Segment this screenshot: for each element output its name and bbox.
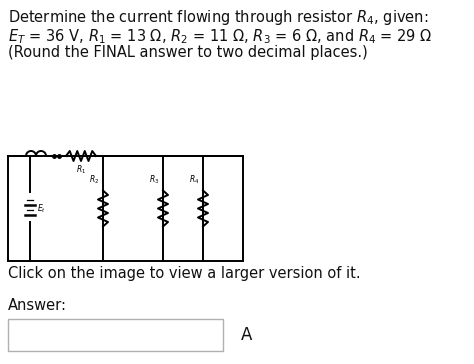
Text: $R_2$: $R_2$ [89, 173, 99, 186]
Text: $R_4$: $R_4$ [189, 173, 199, 186]
Text: $E_t$: $E_t$ [37, 203, 46, 215]
Text: $E_T$ = 36 V, $R_1$ = 13 Ω, $R_2$ = 11 Ω, $R_3$ = 6 Ω, and $R_4$ = 29 Ω: $E_T$ = 36 V, $R_1$ = 13 Ω, $R_2$ = 11 Ω… [8, 27, 432, 46]
Bar [8, 319, 223, 351]
Bar [8, 156, 243, 261]
Text: A: A [241, 326, 252, 344]
Text: $R_3$: $R_3$ [149, 173, 159, 186]
Text: $R_1$: $R_1$ [76, 164, 86, 177]
Text: (Round the FINAL answer to two decimal places.): (Round the FINAL answer to two decimal p… [8, 45, 368, 60]
Text: Determine the current flowing through resistor $R_{4}$, given:: Determine the current flowing through re… [8, 8, 428, 27]
Text: Click on the image to view a larger version of it.: Click on the image to view a larger vers… [8, 266, 361, 281]
Text: Answer:: Answer: [8, 298, 67, 313]
